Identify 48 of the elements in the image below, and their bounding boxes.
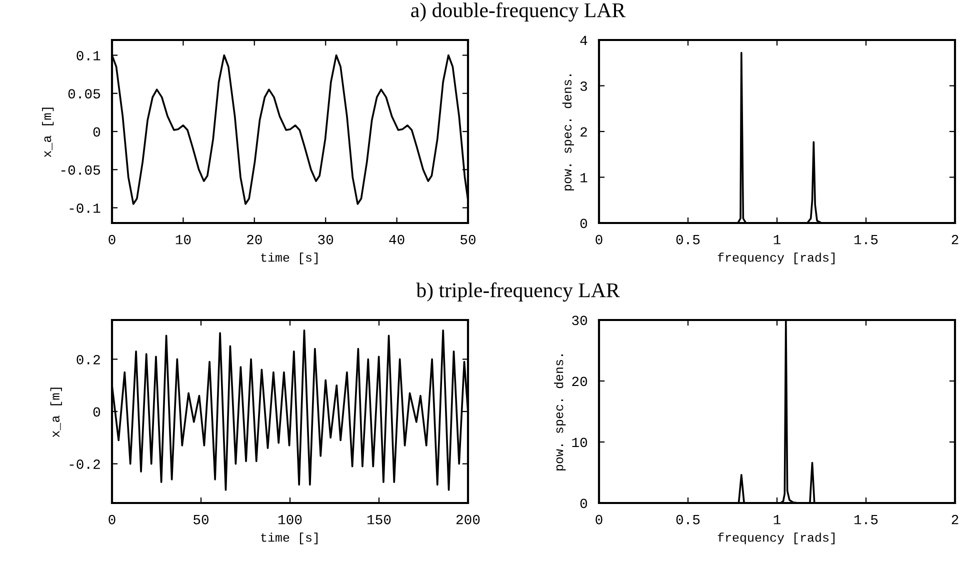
y-tick-label: 30 [572,316,588,326]
x-tick-label: 0 [596,234,602,244]
y-tick-label: 3 [580,81,588,91]
x-tick-label: 1 [774,515,780,524]
text: b) triple-frequency LAR [416,282,620,302]
x-tick-label: 200 [456,514,480,524]
x-tick-label: 30 [318,234,334,244]
x-tick-label: 0.5 [676,514,700,524]
x-tick-label: 100 [278,514,302,524]
text: a) double-frequency LAR [411,2,626,22]
y-tick-label: 10 [572,438,588,448]
x-axis-title: time [s] [261,532,318,544]
y-axis-title: x_a [m] [42,108,54,158]
x-tick-label: 40 [389,234,404,244]
y-tick-label: 2 [580,127,587,137]
y-tick-label: 4 [580,36,588,46]
y-tick-label: 20 [572,376,588,386]
y-tick-label: 0 [93,127,100,137]
y-tick-label: 0.2 [76,354,100,364]
x-tick-label: 50 [460,234,476,244]
y-tick-label: 0.05 [68,89,100,99]
x-tick-label: 150 [368,514,391,524]
x-tick-label: 1 [774,235,780,244]
x-tick-label: 0.5 [676,234,700,244]
x-tick-label: 2 [952,514,958,524]
x-tick-label: 1.5 [854,515,878,524]
y-axis-title: x_a [m] [50,388,62,438]
y-tick-label: 0.1 [76,50,100,60]
y-tick-label: 0 [580,498,588,508]
x-tick-label: 20 [247,234,262,244]
x-axis-title: frequency [rads] [718,532,834,544]
x-tick-label: 0 [108,234,116,244]
y-tick-label: 0 [93,407,100,417]
x-tick-label: 50 [194,514,208,524]
x-tick-label: 10 [176,234,191,244]
y-axis-title: pow. spec. dens. [554,354,566,470]
x-tick-label: 2 [952,234,958,244]
y-tick-label: -0.2 [70,460,100,469]
x-axis-title: frequency [rads] [718,252,834,264]
y-axis-title: pow. spec. dens. [562,74,574,190]
y-tick-label: -0.05 [61,165,100,175]
y-tick-label: 1 [580,173,588,182]
y-tick-label: -0.1 [70,203,100,213]
x-tick-label: 0 [108,514,116,524]
x-tick-label: 1.5 [854,235,878,244]
x-axis-title: time [s] [261,252,318,264]
x-tick-label: 0 [596,514,602,524]
y-tick-label: 0 [580,218,588,228]
